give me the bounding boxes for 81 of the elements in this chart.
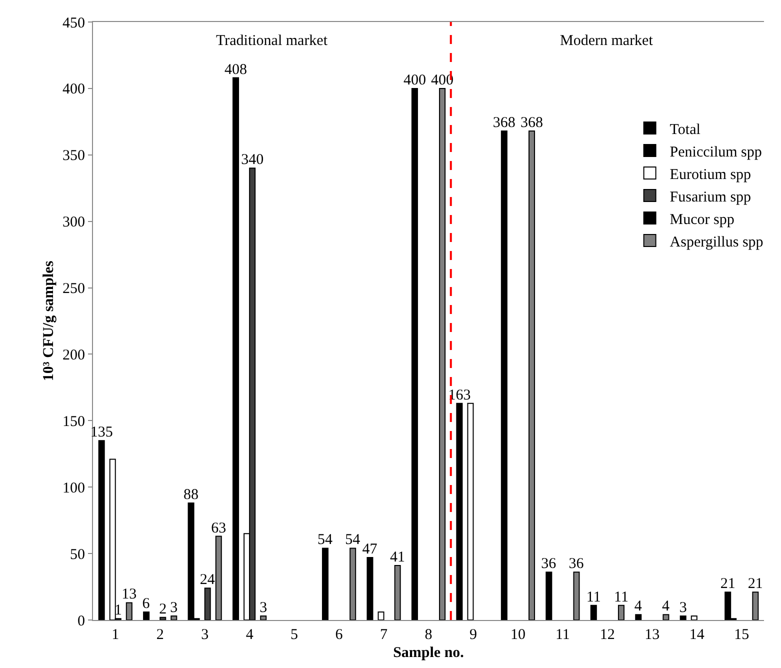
bar <box>635 614 642 620</box>
x-tick-label: 7 <box>380 627 388 643</box>
data-label: 41 <box>390 550 406 566</box>
data-label: 408 <box>224 62 248 78</box>
y-tick-label: 150 <box>62 414 85 430</box>
y-tick-label: 50 <box>70 546 85 563</box>
bar <box>590 604 597 620</box>
data-label: 163 <box>448 387 471 404</box>
legend-label: Total <box>670 122 700 138</box>
data-label: 3 <box>260 600 268 616</box>
data-label: 3 <box>170 600 178 616</box>
y-tick-label: 250 <box>62 281 85 298</box>
bar <box>500 130 508 620</box>
x-tick-label: 1 <box>112 627 120 643</box>
x-tick-label: 14 <box>689 627 705 643</box>
bar <box>456 402 463 620</box>
x-tick-label: 3 <box>201 627 209 643</box>
data-label: 11 <box>586 589 601 606</box>
data-label: 36 <box>568 556 584 572</box>
y-tick-label: 200 <box>62 347 85 364</box>
legend-label: Mucor spp <box>670 212 734 228</box>
x-tick-label: 6 <box>335 627 344 643</box>
data-label: 54 <box>317 532 333 548</box>
data-label: 400 <box>403 72 426 88</box>
y-tick-label: 450 <box>62 15 85 32</box>
bar <box>143 612 150 620</box>
x-tick-label: 10 <box>510 627 526 643</box>
x-tick-label: 11 <box>555 627 570 643</box>
data-label: 36 <box>541 556 557 572</box>
x-tick-label: 9 <box>469 627 477 643</box>
data-label: 13 <box>122 586 137 603</box>
data-label: 4 <box>662 598 670 615</box>
bar <box>232 77 240 620</box>
legend-label: Aspergillus spp <box>670 234 764 250</box>
y-tick-label: 100 <box>62 480 85 496</box>
bar <box>160 616 166 620</box>
bar <box>467 402 474 620</box>
x-tick-label: 8 <box>424 627 432 643</box>
x-tick-label: 15 <box>734 627 750 643</box>
bar <box>690 616 698 620</box>
data-label: 4 <box>634 598 642 615</box>
bar <box>366 557 374 620</box>
y-tick-label: 0 <box>78 613 85 630</box>
y-tick-label: 400 <box>62 82 85 98</box>
bar <box>411 88 418 620</box>
x-tick-label: 2 <box>156 627 164 643</box>
x-axis-title: Sample no. <box>393 645 464 661</box>
legend-label: Eurotium spp <box>670 166 752 183</box>
data-label: 24 <box>200 572 216 588</box>
x-tick-label: 5 <box>290 627 298 643</box>
x-tick-label: 12 <box>600 627 615 643</box>
bar <box>680 616 686 620</box>
data-label: 88 <box>184 487 199 504</box>
x-tick-label: 4 <box>246 627 254 643</box>
legend-label: Fusarium spp <box>670 189 752 206</box>
data-label: 2 <box>159 601 167 618</box>
legend-label: Peniccilum spp <box>670 144 762 160</box>
data-label: 368 <box>520 114 544 131</box>
bar <box>378 612 384 620</box>
data-label: 135 <box>90 424 113 441</box>
y-tick-label: 350 <box>62 148 85 164</box>
data-label: 368 <box>492 114 516 131</box>
data-label: 21 <box>720 576 736 592</box>
bar <box>546 572 552 620</box>
data-label: 21 <box>748 576 763 592</box>
y-tick-label: 300 <box>62 214 85 231</box>
bar <box>98 440 105 620</box>
data-label: 63 <box>211 520 226 536</box>
data-label: 340 <box>241 152 264 168</box>
x-tick-label: 13 <box>644 627 660 643</box>
bar <box>204 588 211 620</box>
data-label: 47 <box>362 542 378 558</box>
annotation: Modern market <box>560 33 654 49</box>
bar <box>322 548 328 620</box>
data-label: 400 <box>431 72 454 88</box>
data-label: 11 <box>614 589 628 606</box>
data-label: 54 <box>345 532 361 548</box>
data-label: 3 <box>679 600 687 616</box>
data-label: 6 <box>142 596 150 612</box>
y-axis-title: 10³ CFU/g samples <box>41 260 57 382</box>
annotation: Traditional market <box>216 33 328 49</box>
